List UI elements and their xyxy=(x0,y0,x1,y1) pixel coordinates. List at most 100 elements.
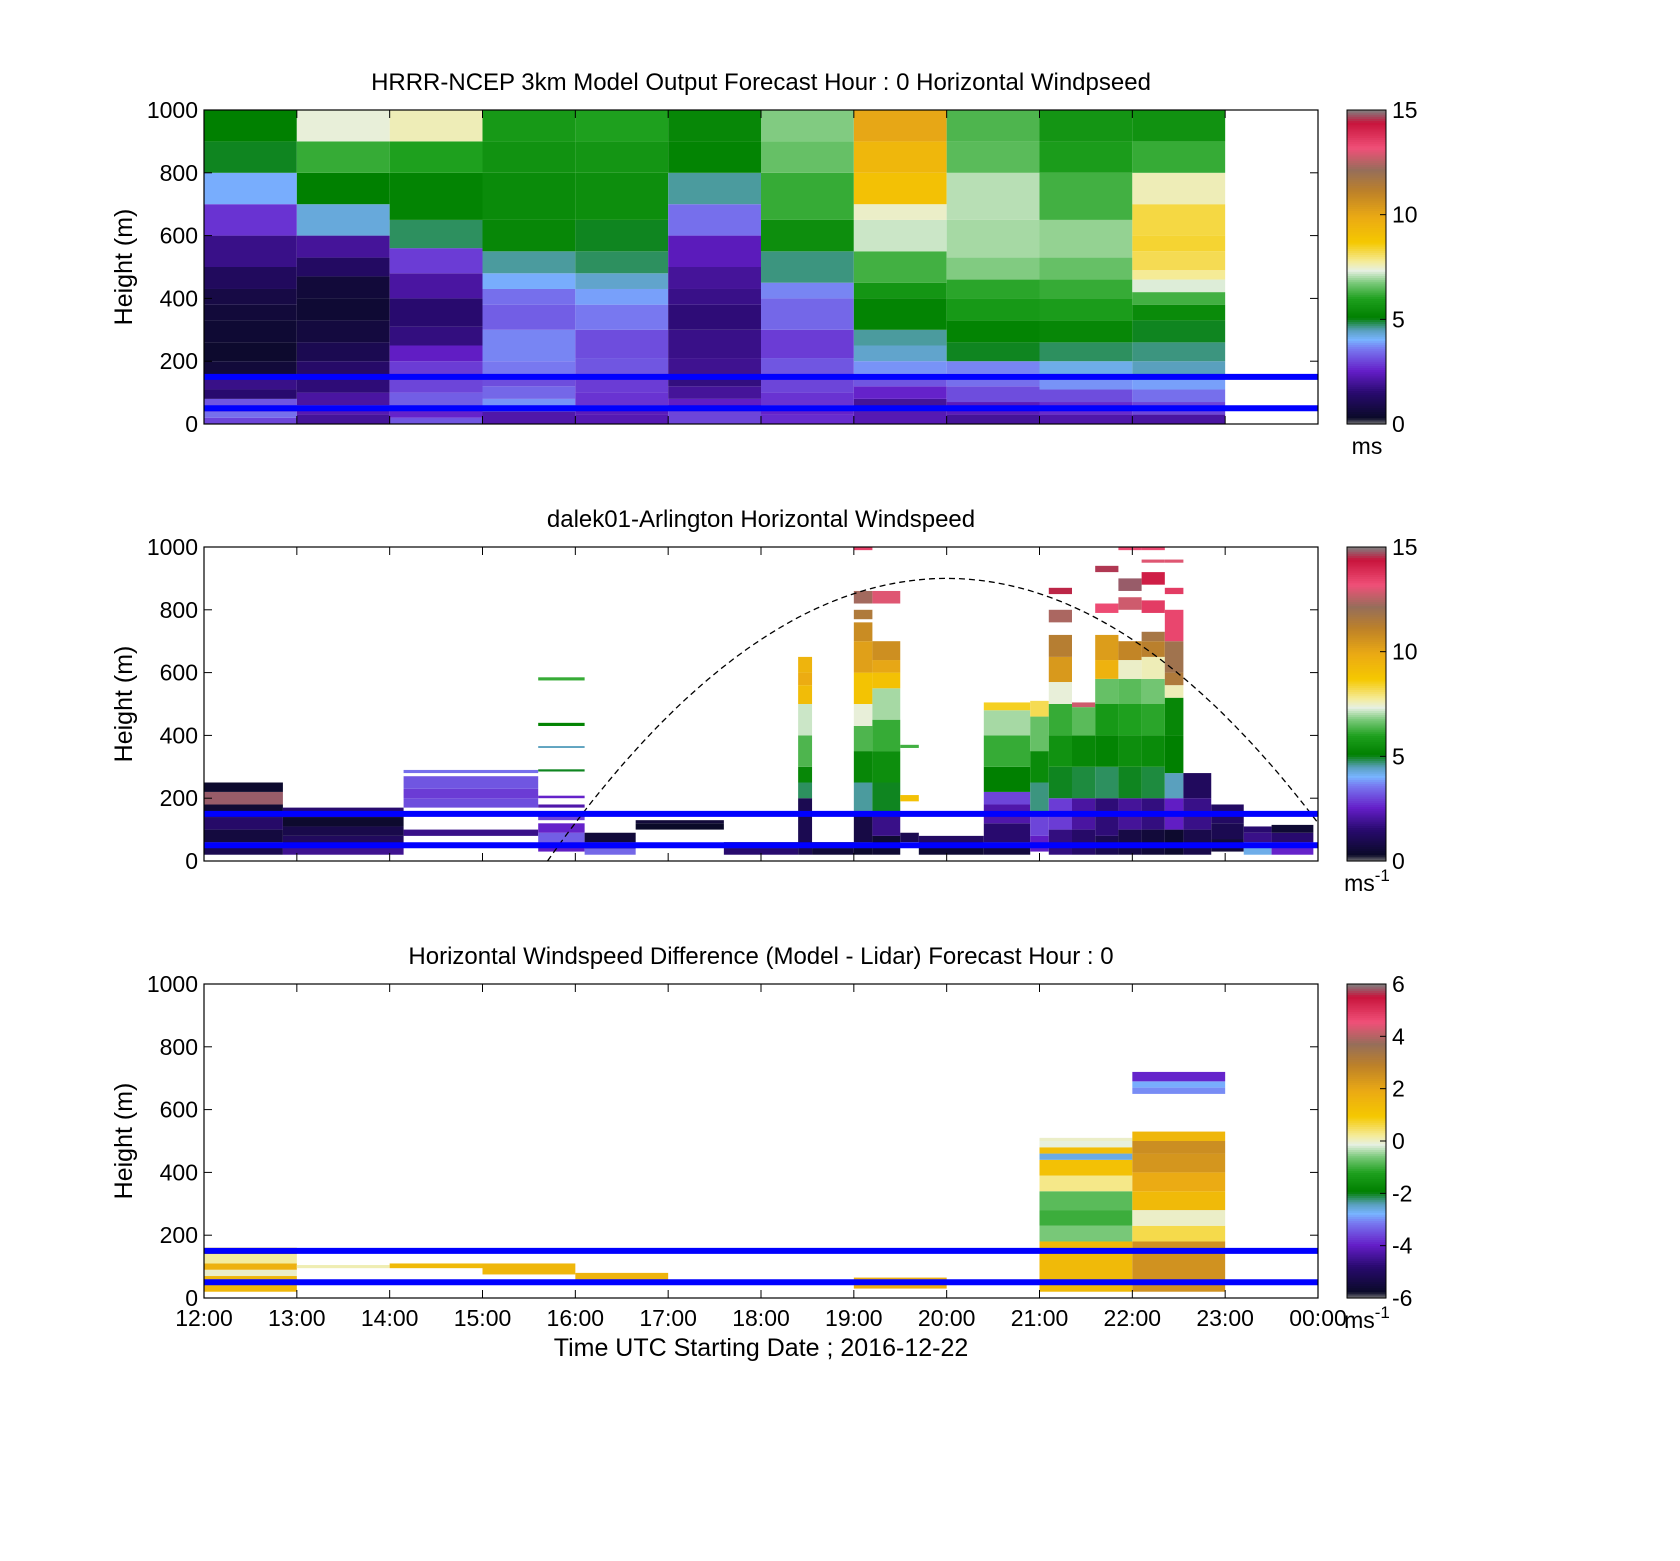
data-cell xyxy=(575,110,669,142)
colorbar-band xyxy=(1347,327,1386,331)
data-cell xyxy=(538,677,585,681)
colorbar-band xyxy=(1347,1141,1386,1144)
data-cell xyxy=(575,358,669,377)
data-cell xyxy=(204,791,283,805)
colorbar-band xyxy=(1347,739,1386,743)
colorbar-band xyxy=(1347,1274,1386,1278)
colorbar-band xyxy=(1347,1063,1386,1067)
colorbar-band xyxy=(1347,781,1386,785)
data-cell xyxy=(1118,829,1142,855)
colorbar-band xyxy=(1347,689,1386,693)
colorbar-tick-label: 5 xyxy=(1392,306,1405,332)
data-cell xyxy=(761,298,854,330)
colorbar-band xyxy=(1347,810,1386,814)
colorbar-band xyxy=(1347,842,1386,845)
colorbar-band xyxy=(1347,130,1386,134)
colorbar-band xyxy=(1347,200,1386,203)
data-cell xyxy=(1030,751,1049,783)
colorbar-band xyxy=(1347,147,1386,151)
data-cell xyxy=(482,172,576,220)
colorbar-band xyxy=(1347,848,1386,852)
colorbar-band xyxy=(1347,823,1386,827)
colorbar-band xyxy=(1347,1055,1386,1058)
data-cell xyxy=(872,660,901,673)
data-cell xyxy=(296,320,390,343)
data-column xyxy=(1039,1137,1133,1292)
data-cell xyxy=(1048,682,1072,704)
colorbar-band xyxy=(1347,1032,1386,1035)
data-cell xyxy=(1071,766,1096,799)
colorbar-band xyxy=(1347,346,1386,350)
colorbar-band xyxy=(1347,382,1386,385)
data-column xyxy=(1271,824,1314,855)
y-axis-label: Height (m) xyxy=(110,1083,138,1200)
colorbar-band xyxy=(1347,1017,1386,1021)
colorbar-band xyxy=(1347,1120,1386,1123)
data-cell xyxy=(668,267,761,289)
colorbar-band xyxy=(1347,791,1386,795)
colorbar-band xyxy=(1347,701,1386,705)
data-cell xyxy=(1164,685,1184,698)
x-tick-label: 23:00 xyxy=(1196,1305,1254,1331)
colorbar-band xyxy=(1347,325,1386,329)
colorbar-band xyxy=(1347,302,1386,306)
colorbar-band xyxy=(1347,1157,1386,1161)
data-column xyxy=(296,110,390,424)
colorbar-band xyxy=(1347,252,1386,256)
data-cell xyxy=(946,361,1040,374)
data-cell xyxy=(1164,829,1184,855)
data-cell xyxy=(1132,361,1226,377)
colorbar-band xyxy=(1347,329,1386,333)
colorbar-tick-label: -4 xyxy=(1392,1233,1413,1259)
colorbar-band xyxy=(1347,419,1386,423)
colorbar-band xyxy=(1347,1243,1386,1247)
x-tick-label: 12:00 xyxy=(175,1305,233,1331)
data-cell xyxy=(1132,251,1226,271)
chart-title: HRRR-NCEP 3km Model Output Forecast Hour… xyxy=(371,69,1151,96)
colorbar-band xyxy=(1347,574,1386,577)
colorbar-band xyxy=(1347,1124,1386,1127)
colorbar-band xyxy=(1347,708,1386,711)
colorbar-band xyxy=(1347,267,1386,270)
colorbar-band xyxy=(1347,632,1386,636)
y-tick-label: 800 xyxy=(160,160,198,186)
colorbar-band xyxy=(1347,829,1386,833)
data-cell xyxy=(853,813,873,843)
colorbar-band xyxy=(1347,620,1386,623)
data-cell xyxy=(853,590,873,604)
colorbar-frame xyxy=(1346,546,1387,862)
colorbar-band xyxy=(1347,1159,1386,1163)
data-cell xyxy=(900,795,919,802)
colorbar-band xyxy=(1347,762,1386,766)
colorbar-band xyxy=(1347,269,1386,272)
colorbar-band xyxy=(1347,1245,1386,1249)
data-cell xyxy=(1164,672,1184,686)
colorbar: 0 5 10 15 ms xyxy=(1346,97,1418,459)
data-cell xyxy=(872,813,901,836)
colorbar-band xyxy=(1347,735,1386,739)
data-cell xyxy=(1048,634,1072,657)
data-cell xyxy=(1039,1147,1133,1154)
data-cell xyxy=(853,411,947,424)
colorbar-band xyxy=(1347,139,1386,142)
data-cell xyxy=(1039,1191,1133,1211)
data-cell xyxy=(1118,578,1142,591)
colorbar-band xyxy=(1347,135,1386,138)
data-cell xyxy=(668,288,761,305)
colorbar-band xyxy=(1347,1222,1386,1226)
colorbar-band xyxy=(1347,754,1386,757)
colorbar-band xyxy=(1347,798,1386,801)
data-cell xyxy=(668,235,761,267)
colorbar-band xyxy=(1347,777,1386,780)
data-cell xyxy=(946,257,1040,280)
colorbar-band xyxy=(1347,603,1386,607)
colorbar-band xyxy=(1347,375,1386,379)
colorbar-band xyxy=(1347,1097,1386,1100)
data-cell xyxy=(853,361,947,374)
colorbar-band xyxy=(1347,718,1386,722)
y-tick-label: 600 xyxy=(160,223,198,249)
data-cell xyxy=(204,782,283,792)
data-cell xyxy=(668,329,761,359)
data-cell xyxy=(1164,697,1184,736)
data-cell xyxy=(389,219,483,249)
